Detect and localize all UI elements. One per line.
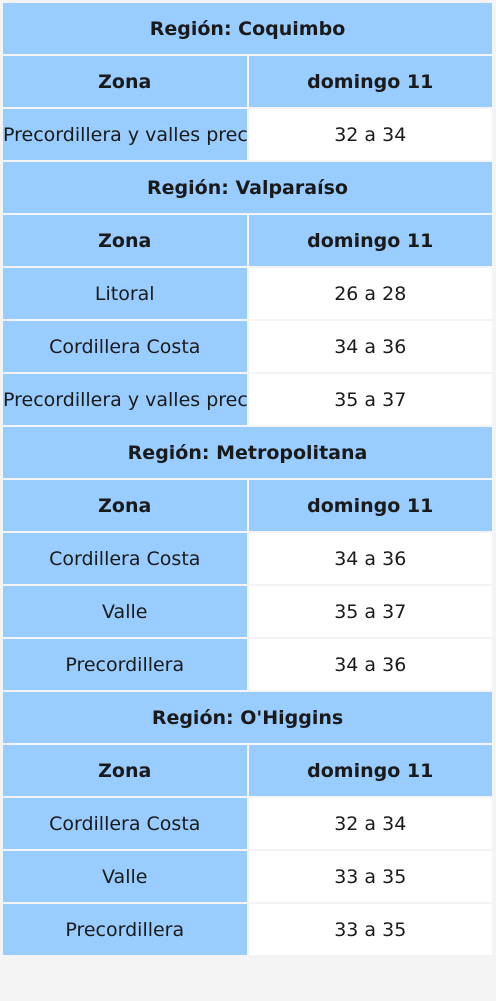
table-row: Valle 33 a 35 bbox=[3, 851, 492, 902]
day-header: domingo 11 bbox=[248, 215, 492, 266]
region-title: Región: Valparaíso bbox=[3, 162, 492, 213]
region-row: Región: Valparaíso bbox=[3, 162, 492, 213]
region-title: Región: O'Higgins bbox=[3, 692, 492, 743]
table-row: Precordillera 34 a 36 bbox=[3, 639, 492, 690]
table-row: Litoral 26 a 28 bbox=[3, 268, 492, 319]
zone-cell: Cordillera Costa bbox=[3, 321, 247, 372]
temp-cell: 34 a 36 bbox=[248, 533, 492, 584]
temp-cell: 32 a 34 bbox=[248, 798, 492, 849]
day-header: domingo 11 bbox=[248, 745, 492, 796]
header-row: Zona domingo 11 bbox=[3, 215, 492, 266]
zone-cell: Cordillera Costa bbox=[3, 798, 247, 849]
table-row: Cordillera Costa 34 a 36 bbox=[3, 533, 492, 584]
zone-header: Zona bbox=[3, 215, 247, 266]
temp-cell: 33 a 35 bbox=[248, 851, 492, 902]
region-row: Región: Coquimbo bbox=[3, 3, 492, 54]
zone-cell: Precordillera y valles precordilleranos bbox=[3, 374, 247, 425]
zone-cell: Cordillera Costa bbox=[3, 533, 247, 584]
table-row: Valle 35 a 37 bbox=[3, 586, 492, 637]
temperature-table: Región: Coquimbo Zona domingo 11 Precord… bbox=[1, 1, 494, 957]
region-title: Región: Coquimbo bbox=[3, 3, 492, 54]
zone-cell: Precordillera bbox=[3, 904, 247, 955]
header-row: Zona domingo 11 bbox=[3, 480, 492, 531]
table-row: Precordillera 33 a 35 bbox=[3, 904, 492, 955]
temp-cell: 35 a 37 bbox=[248, 374, 492, 425]
day-header: domingo 11 bbox=[248, 56, 492, 107]
table-row: Precordillera y valles precordilleranos … bbox=[3, 109, 492, 160]
region-row: Región: Metropolitana bbox=[3, 427, 492, 478]
region-title: Región: Metropolitana bbox=[3, 427, 492, 478]
header-row: Zona domingo 11 bbox=[3, 56, 492, 107]
zone-cell: Valle bbox=[3, 586, 247, 637]
table-row: Precordillera y valles precordilleranos … bbox=[3, 374, 492, 425]
zone-cell: Valle bbox=[3, 851, 247, 902]
header-row: Zona domingo 11 bbox=[3, 745, 492, 796]
temp-cell: 33 a 35 bbox=[248, 904, 492, 955]
zone-header: Zona bbox=[3, 480, 247, 531]
zone-cell: Precordillera y valles precordilleranos bbox=[3, 109, 247, 160]
temp-cell: 32 a 34 bbox=[248, 109, 492, 160]
table-row: Cordillera Costa 32 a 34 bbox=[3, 798, 492, 849]
temp-cell: 34 a 36 bbox=[248, 639, 492, 690]
temp-cell: 34 a 36 bbox=[248, 321, 492, 372]
day-header: domingo 11 bbox=[248, 480, 492, 531]
region-row: Región: O'Higgins bbox=[3, 692, 492, 743]
temp-cell: 35 a 37 bbox=[248, 586, 492, 637]
temp-cell: 26 a 28 bbox=[248, 268, 492, 319]
zone-header: Zona bbox=[3, 745, 247, 796]
zone-cell: Precordillera bbox=[3, 639, 247, 690]
table-row: Cordillera Costa 34 a 36 bbox=[3, 321, 492, 372]
zone-cell: Litoral bbox=[3, 268, 247, 319]
zone-header: Zona bbox=[3, 56, 247, 107]
